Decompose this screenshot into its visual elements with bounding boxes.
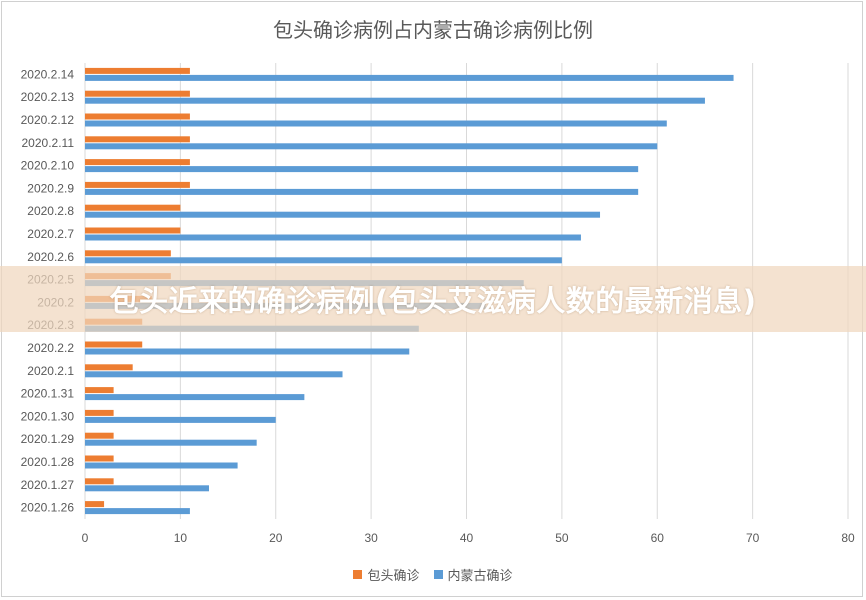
bar-baotou xyxy=(85,113,190,120)
bar-neimenggu xyxy=(85,485,209,492)
legend-label-baotou: 包头确诊 xyxy=(367,569,420,584)
bar-neimenggu xyxy=(85,211,601,218)
bar-baotou xyxy=(85,204,181,211)
y-tick-label: 2020.2.8 xyxy=(27,204,74,218)
x-tick-label: 40 xyxy=(460,531,474,545)
bar-neimenggu xyxy=(85,416,276,423)
bar-neimenggu xyxy=(85,166,639,173)
legend-item-baotou: 包头确诊 xyxy=(353,565,420,584)
legend-label-neimenggu: 内蒙古确诊 xyxy=(447,569,513,584)
bar-baotou xyxy=(85,478,114,485)
bar-neimenggu xyxy=(85,97,705,104)
bar-neimenggu xyxy=(85,371,343,378)
bar-baotou xyxy=(85,181,190,188)
legend-swatch-baotou xyxy=(353,570,363,579)
y-tick-label: 2020.1.31 xyxy=(21,387,75,401)
bar-baotou xyxy=(85,136,190,143)
y-tick-label: 2020.2.14 xyxy=(21,67,75,81)
y-tick-label: 2020.1.29 xyxy=(21,432,75,446)
chart-legend: 包头确诊 内蒙古确诊 xyxy=(0,565,866,584)
bar-baotou xyxy=(85,227,181,234)
overlay-banner: 包头近来的确诊病例(包头艾滋病人数的最新消息) xyxy=(0,266,866,332)
banner-text: 包头近来的确诊病例(包头艾滋病人数的最新消息) xyxy=(109,284,757,318)
bar-baotou xyxy=(85,90,190,97)
x-tick-label: 30 xyxy=(364,531,378,545)
bar-baotou xyxy=(85,455,114,462)
x-tick-label: 20 xyxy=(269,531,283,545)
y-tick-label: 2020.2.2 xyxy=(27,341,74,355)
x-tick-label: 80 xyxy=(841,531,855,545)
x-tick-label: 10 xyxy=(174,531,188,545)
bar-baotou xyxy=(85,432,114,439)
x-tick-label: 0 xyxy=(82,531,89,545)
bar-neimenggu xyxy=(85,462,238,469)
bar-neimenggu xyxy=(85,234,581,241)
chart-title: 包头确诊病例占内蒙古确诊病例比例 xyxy=(273,18,593,42)
bar-baotou xyxy=(85,409,114,416)
bar-baotou xyxy=(85,250,171,257)
bar-neimenggu xyxy=(85,439,257,446)
y-tick-label: 2020.2.13 xyxy=(21,90,75,104)
bar-neimenggu xyxy=(85,188,639,195)
bar-neimenggu xyxy=(85,508,190,515)
bar-baotou xyxy=(85,501,105,508)
x-tick-label: 50 xyxy=(555,531,569,545)
bar-baotou xyxy=(85,67,190,74)
y-tick-label: 2020.2.1 xyxy=(27,364,74,378)
bar-neimenggu xyxy=(85,120,667,127)
y-tick-label: 2020.1.30 xyxy=(21,409,75,423)
y-tick-label: 2020.2.12 xyxy=(21,113,75,127)
legend-item-neimenggu: 内蒙古确诊 xyxy=(433,565,513,584)
y-tick-label: 2020.2.7 xyxy=(27,227,74,241)
y-tick-label: 2020.2.6 xyxy=(27,250,74,264)
y-tick-label: 2020.1.26 xyxy=(21,501,75,515)
bar-baotou xyxy=(85,387,114,394)
x-tick-label: 60 xyxy=(651,531,665,545)
bar-baotou xyxy=(85,341,143,348)
y-tick-label: 2020.1.28 xyxy=(21,455,75,469)
x-tick-label: 70 xyxy=(746,531,760,545)
bar-baotou xyxy=(85,159,190,166)
bar-neimenggu xyxy=(85,74,734,81)
y-tick-label: 2020.1.27 xyxy=(21,478,75,492)
legend-swatch-neimenggu xyxy=(433,570,443,579)
bar-neimenggu xyxy=(85,257,562,264)
bar-baotou xyxy=(85,364,133,371)
bar-neimenggu xyxy=(85,394,305,401)
bar-neimenggu xyxy=(85,143,658,150)
bar-neimenggu xyxy=(85,348,410,355)
y-tick-label: 2020.2.9 xyxy=(27,181,74,195)
y-tick-label: 2020.2.11 xyxy=(22,136,75,150)
y-tick-label: 2020.2.10 xyxy=(21,159,75,173)
